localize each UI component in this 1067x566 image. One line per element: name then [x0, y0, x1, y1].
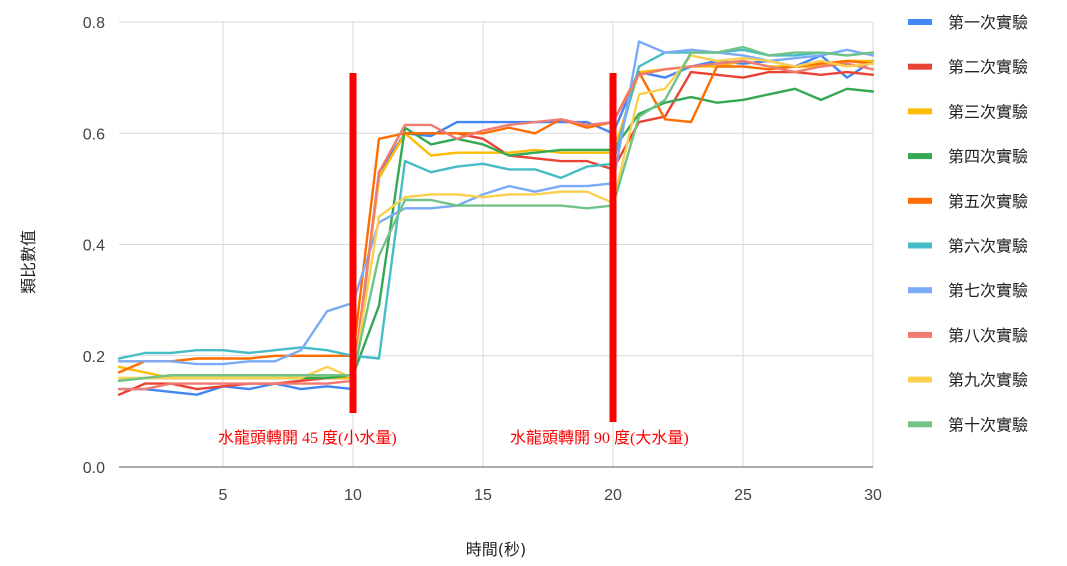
series-line-6: [117, 48, 875, 360]
legend-item: 第十次實驗: [908, 415, 1028, 434]
legend-label: 第十次實驗: [948, 415, 1028, 434]
series-line-10: [117, 45, 875, 382]
legend-item: 第一次實驗: [908, 13, 1028, 32]
legend-swatch: [908, 108, 932, 115]
annotation-label: 水龍頭轉開 45 度(小水量): [218, 429, 397, 447]
annotation-label: 水龍頭轉開 90 度(大水量): [510, 429, 689, 447]
series-lines: [117, 40, 875, 396]
legend-label: 第五次實驗: [948, 192, 1028, 211]
series-line-5: [117, 59, 875, 374]
legend-swatch: [908, 287, 932, 294]
legend-item: 第五次實驗: [908, 192, 1028, 211]
y-tick-label: 0.8: [83, 15, 105, 32]
series-line-1: [117, 54, 875, 396]
legend-swatch: [908, 242, 932, 249]
x-axis-title: 時間(秒): [466, 540, 527, 559]
legend-item: 第四次實驗: [908, 147, 1028, 166]
legend-swatch: [908, 19, 932, 25]
legend-label: 第三次實驗: [948, 102, 1028, 121]
legend-label: 第七次實驗: [948, 281, 1028, 300]
legend-item: 第三次實驗: [908, 102, 1028, 121]
legend-item: 第二次實驗: [908, 58, 1028, 77]
legend-item: 第六次實驗: [908, 237, 1028, 256]
legend-label: 第九次實驗: [948, 371, 1028, 390]
x-tick-label: 10: [344, 487, 362, 504]
y-tick-label: 0.4: [83, 238, 105, 255]
legend-label: 第二次實驗: [948, 58, 1028, 77]
legend: 第一次實驗第二次實驗第三次實驗第四次實驗第五次實驗第六次實驗第七次實驗第八次實驗…: [908, 13, 1028, 434]
legend-label: 第八次實驗: [948, 326, 1028, 345]
legend-swatch: [908, 376, 932, 383]
legend-label: 第四次實驗: [948, 147, 1028, 166]
legend-label: 第一次實驗: [948, 13, 1028, 32]
legend-swatch: [908, 421, 932, 428]
annotation-marker: [349, 73, 357, 413]
series-line-7: [117, 40, 875, 366]
gridlines: [119, 21, 874, 468]
legend-swatch: [908, 197, 932, 204]
x-tick-label: 30: [864, 487, 882, 504]
x-tick-label: 25: [734, 487, 752, 504]
annotations: 水龍頭轉開 45 度(小水量) 水龍頭轉開 90 度(大水量): [218, 73, 689, 447]
legend-item: 第九次實驗: [908, 371, 1028, 390]
legend-swatch: [908, 63, 932, 70]
series-line-9: [117, 54, 875, 380]
legend-swatch: [908, 153, 932, 160]
legend-item: 第八次實驗: [908, 326, 1028, 345]
x-tick-label: 5: [219, 487, 228, 504]
x-axis-ticks: 5 10 15 20 25 30: [219, 487, 882, 504]
x-tick-label: 15: [474, 487, 492, 504]
legend-item: 第七次實驗: [908, 281, 1028, 300]
legend-label: 第六次實驗: [948, 237, 1028, 256]
y-axis-ticks: 0.0 0.2 0.4 0.6 0.8: [83, 15, 105, 477]
y-axis-title: 類比數值: [19, 230, 38, 294]
y-tick-label: 0.0: [83, 460, 105, 477]
annotation-marker: [609, 73, 617, 422]
series-line-8: [117, 59, 875, 391]
legend-swatch: [908, 331, 932, 338]
y-tick-label: 0.2: [83, 349, 105, 366]
x-tick-label: 20: [604, 487, 622, 504]
y-tick-label: 0.6: [83, 126, 105, 143]
